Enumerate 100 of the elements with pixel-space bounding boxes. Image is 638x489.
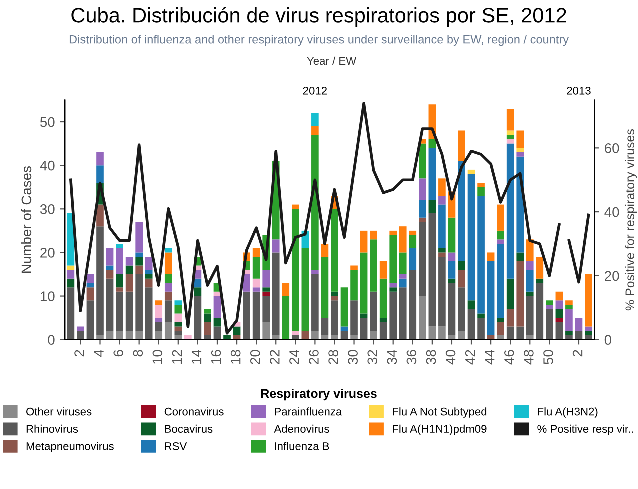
- bar: [526, 261, 534, 270]
- bar: [497, 322, 504, 336]
- bar: [136, 252, 143, 258]
- chart-subtitle: Distribution of influenza and other respiratory viruses under surveillance by EW, region / country: [70, 35, 569, 46]
- bar: [331, 336, 338, 340]
- bar: [399, 278, 407, 288]
- bar: [145, 288, 153, 340]
- bar: [204, 322, 212, 336]
- bar: [340, 288, 348, 327]
- bar: [145, 274, 153, 279]
- x-tick-label: 16: [211, 350, 222, 364]
- bar: [566, 336, 573, 340]
- bar: [77, 326, 84, 332]
- bar: [448, 252, 456, 262]
- legend-label: % Positive resp vir..: [538, 424, 634, 436]
- x-tick-label: 44: [485, 350, 495, 365]
- x-tick-label: 14: [192, 350, 202, 364]
- y2-tick-label: 60: [605, 144, 620, 154]
- legend-title: Respiratory viruses: [261, 388, 377, 401]
- legend-label: Influenza B: [275, 442, 330, 450]
- bar: [350, 336, 358, 340]
- y-tick-label: 50: [40, 117, 55, 128]
- bar: [370, 331, 378, 340]
- bar: [350, 300, 358, 336]
- bar: [262, 288, 270, 292]
- bar: [497, 230, 504, 240]
- bar: [145, 257, 153, 270]
- bar: [448, 218, 456, 253]
- bar: [556, 300, 564, 310]
- bar: [155, 322, 163, 332]
- bar: [428, 326, 436, 340]
- bar: [506, 135, 514, 140]
- x-tick-label: 10: [152, 350, 163, 364]
- bar: [497, 318, 504, 322]
- bar: [67, 288, 75, 340]
- chart-title: Cuba. Distribución de virus respiratorios por SE, 2012: [72, 7, 566, 27]
- bar: [448, 261, 456, 279]
- bar: [126, 274, 134, 292]
- bar: [262, 270, 270, 288]
- bar: [536, 257, 544, 279]
- bar: [458, 261, 466, 270]
- bar: [566, 331, 573, 336]
- bar: [312, 113, 319, 126]
- x-tick-label: 6: [114, 350, 124, 357]
- bar: [478, 314, 485, 318]
- x-tick-label: 50: [544, 350, 554, 364]
- bar: [438, 326, 446, 340]
- bar: [106, 248, 114, 266]
- bar: [106, 278, 114, 332]
- legend-label: Bocavirus: [165, 424, 213, 434]
- bar: [252, 248, 260, 258]
- bar: [438, 257, 446, 327]
- y-axis-title: Number of Cases: [21, 166, 32, 273]
- bar: [566, 300, 573, 306]
- bar: [516, 252, 524, 262]
- bar: [184, 336, 192, 340]
- bar: [526, 240, 534, 262]
- bar: [272, 240, 280, 253]
- bar: [116, 248, 124, 275]
- bar: [399, 288, 407, 340]
- bar: [516, 326, 524, 340]
- bar: [536, 283, 544, 340]
- legend-label: RSV: [165, 442, 188, 450]
- bar: [419, 296, 426, 340]
- bar: [497, 244, 504, 318]
- y2-tick-label: 20: [605, 271, 620, 282]
- x-tick-label: 32: [368, 350, 378, 364]
- bar: [116, 331, 124, 340]
- x-tick-label: 2: [572, 350, 583, 357]
- bar: [419, 200, 426, 218]
- bar: [448, 283, 456, 336]
- y2-tick-label: 0: [604, 335, 612, 346]
- legend-label: Parainfluenza: [275, 408, 342, 416]
- bar: [516, 130, 524, 148]
- bar: [272, 336, 280, 340]
- bar: [380, 261, 388, 279]
- bar: [136, 331, 143, 340]
- bar: [506, 139, 514, 144]
- bar: [67, 278, 75, 288]
- bar: [468, 174, 476, 301]
- bar: [155, 300, 163, 306]
- bar: [106, 331, 114, 340]
- bar: [155, 318, 163, 322]
- bar: [556, 292, 564, 301]
- x-tick-label: 24: [290, 350, 300, 364]
- bar: [331, 292, 338, 296]
- x-tick-label: 8: [133, 350, 144, 357]
- bar: [116, 244, 124, 248]
- bar: [428, 214, 436, 327]
- bar: [506, 309, 514, 327]
- bar: [86, 300, 94, 340]
- bar: [506, 144, 514, 279]
- x-tick-label: 30: [348, 350, 358, 364]
- bar: [380, 322, 388, 340]
- bar: [233, 326, 241, 336]
- bar: [331, 209, 338, 292]
- bar: [487, 261, 495, 336]
- x-tick-label: 12: [172, 350, 182, 364]
- bar: [546, 300, 554, 306]
- bar: [556, 318, 564, 322]
